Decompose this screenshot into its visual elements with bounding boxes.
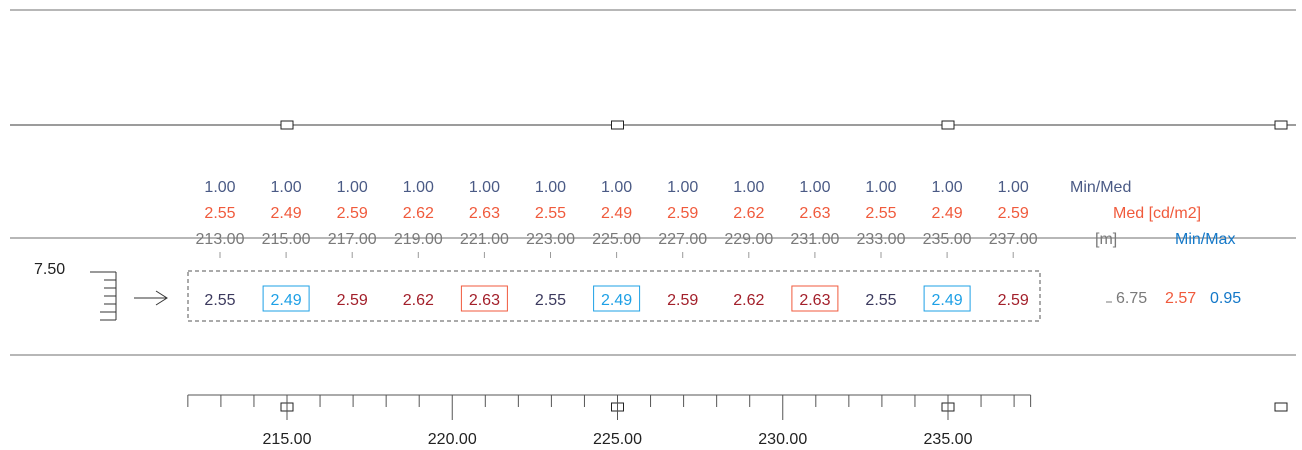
med-value: 2.49 [271,205,302,222]
position-value: 213.00 [196,231,245,248]
position-value: 227.00 [658,231,707,248]
position-value: 231.00 [790,231,839,248]
grid-value: 2.49 [932,292,963,309]
luminaire-icon [941,120,955,130]
max-value-box [460,285,508,312]
summary-med: 2.57 [1165,290,1196,307]
position-value: 233.00 [857,231,906,248]
med-value: 2.63 [469,205,500,222]
med-value: 2.59 [337,205,368,222]
grid-value: 2.59 [667,292,698,309]
med-value: 2.59 [667,205,698,222]
min-value-box [923,285,971,312]
position-value: 215.00 [262,231,311,248]
med-value: 2.49 [932,205,963,222]
position-value: 221.00 [460,231,509,248]
med-value: 2.49 [601,205,632,222]
min-med-value: 1.00 [204,179,235,196]
axis-label: 215.00 [263,431,312,448]
axis-label: 220.00 [428,431,477,448]
axis-label: 225.00 [593,431,642,448]
med-value: 2.62 [733,205,764,222]
grid-value: 2.55 [535,292,566,309]
position-value: 237.00 [989,231,1038,248]
min-value-box [262,285,310,312]
med-label: Med [cd/m2] [1113,205,1201,222]
grid-cells: 2.55 2.49 2.59 2.62 2.63 2.55 2.49 2.59 2.62 2.63… [204,285,1029,312]
min-med-value: 1.00 [865,179,896,196]
grid-value: 2.63 [469,292,500,309]
grid-value: 2.49 [271,292,302,309]
grid-value: 2.55 [865,292,896,309]
luminaire-icon [1274,402,1288,412]
med-value: 2.62 [403,205,434,222]
min-med-value: 1.00 [799,179,830,196]
axis-label: 230.00 [758,431,807,448]
med-value: 2.55 [204,205,235,222]
grid-value: 2.63 [799,292,830,309]
max-value-box [791,285,839,312]
summary-min: 6.75 [1116,290,1147,307]
min-value-box [593,285,641,312]
min-med-value: 1.00 [998,179,1029,196]
position-row: 213.00 215.00 217.00 219.00 221.00 223.00 225.… [196,231,1038,248]
min-med-value: 1.00 [403,179,434,196]
min-med-value: 1.00 [733,179,764,196]
position-value: 235.00 [923,231,972,248]
med-value: 2.55 [865,205,896,222]
grid-value: 2.49 [601,292,632,309]
position-value: 223.00 [526,231,575,248]
summary-min-max: 0.95 [1210,290,1241,307]
position-value: 217.00 [328,231,377,248]
distance-axis: 215.00 220.00 225.00 230.00 235.00 [187,394,1032,448]
direction-arrow-icon [134,290,168,306]
grid-value: 2.62 [733,292,764,309]
min-med-value: 1.00 [932,179,963,196]
min-med-value: 1.00 [535,179,566,196]
luminaire-markers-bottom [280,402,1288,412]
position-value: 219.00 [394,231,443,248]
grid-value: 2.59 [337,292,368,309]
position-unit-label: [m] [1095,231,1117,248]
luminaire-icon [611,120,624,130]
grid-value: 2.62 [403,292,434,309]
min-med-value: 1.00 [667,179,698,196]
min-med-value: 1.00 [601,179,632,196]
position-ticks [219,252,1014,258]
axis-label: 235.00 [924,431,973,448]
position-value: 225.00 [592,231,641,248]
luminaire-icon [1274,120,1288,130]
summary: 6.75 2.57 0.95 [1106,290,1241,307]
luminaire-icon [280,120,294,130]
calculation-field [187,270,1041,322]
med-value: 2.63 [799,205,830,222]
med-row: 2.55 2.49 2.59 2.62 2.63 2.55 2.49 2.59 2.62 2.63… [204,205,1028,222]
luminaire-markers-top [280,120,1288,130]
grid-value: 2.55 [204,292,235,309]
position-value: 229.00 [724,231,773,248]
min-med-label: Min/Med [1070,179,1131,196]
grid-value: 2.59 [998,292,1029,309]
med-value: 2.59 [998,205,1029,222]
height-scale [90,271,117,321]
min-med-value: 1.00 [271,179,302,196]
med-value: 2.55 [535,205,566,222]
height-label: 7.50 [34,261,65,278]
min-med-value: 1.00 [469,179,500,196]
min-med-row: 1.00 1.00 1.00 1.00 1.00 1.00 1.00 1.00 1.00 1.00… [204,179,1028,196]
min-max-label: Min/Max [1175,231,1235,248]
min-med-value: 1.00 [337,179,368,196]
